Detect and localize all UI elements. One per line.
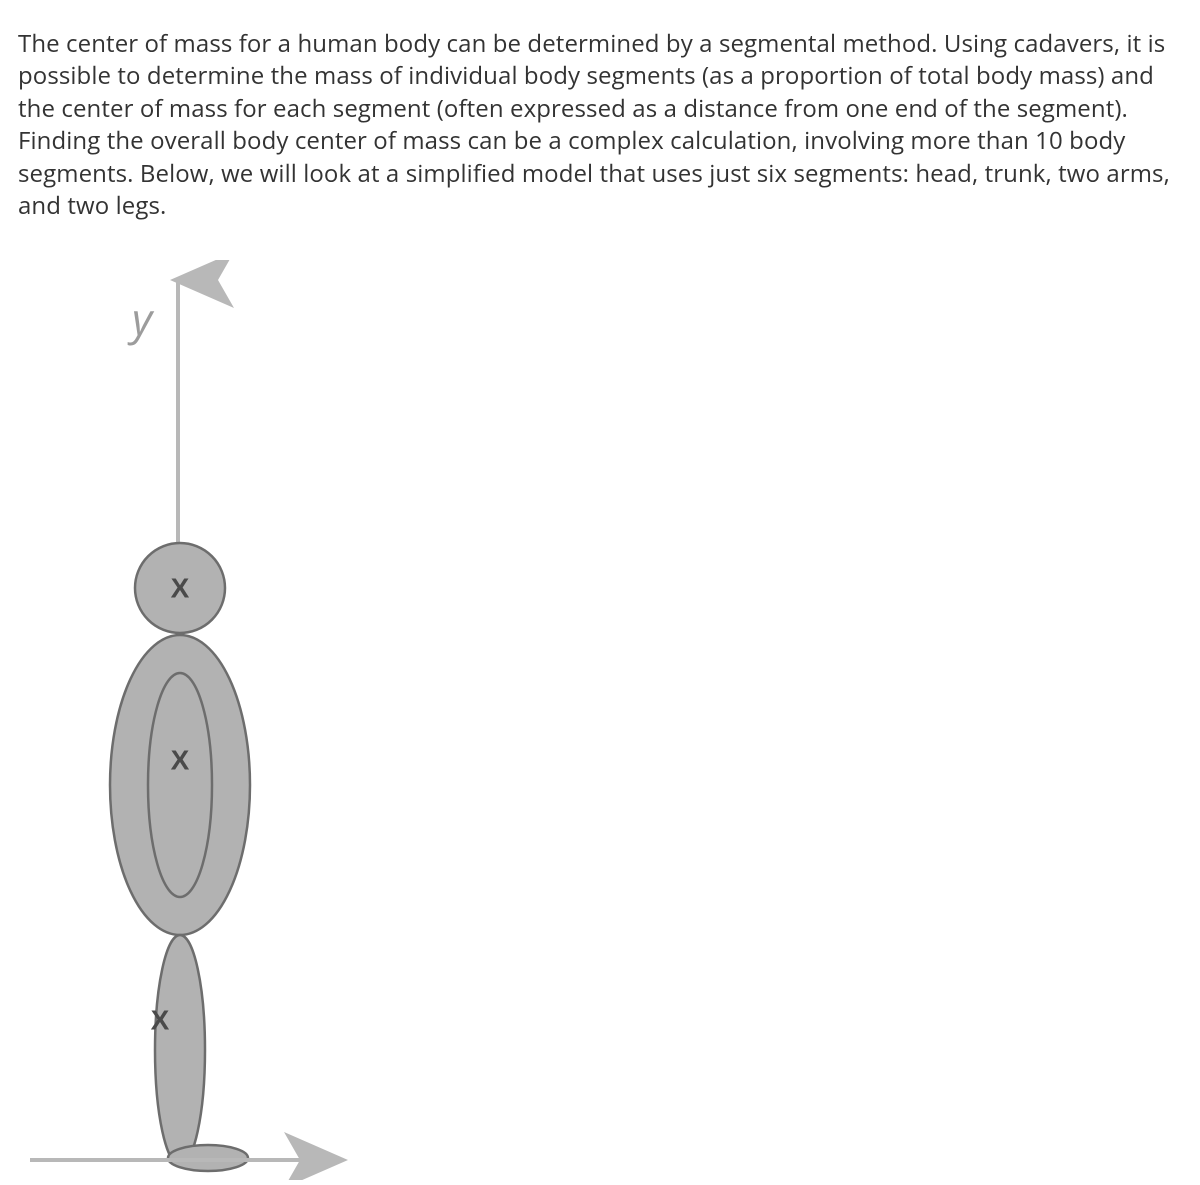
com-marker-head: X [171, 573, 190, 604]
intro-paragraph: The center of mass for a human body can … [0, 24, 1200, 230]
segment-legs [155, 935, 205, 1165]
y-axis-label: y [127, 288, 155, 348]
com-marker-trunk: X [171, 745, 190, 776]
com-marker-legs: X [151, 1005, 170, 1036]
figure-container: y X X X [30, 260, 1200, 1185]
segment-trunk [148, 673, 212, 897]
page: The center of mass for a human body can … [0, 24, 1200, 1185]
body-diagram: y X X X [30, 260, 350, 1180]
